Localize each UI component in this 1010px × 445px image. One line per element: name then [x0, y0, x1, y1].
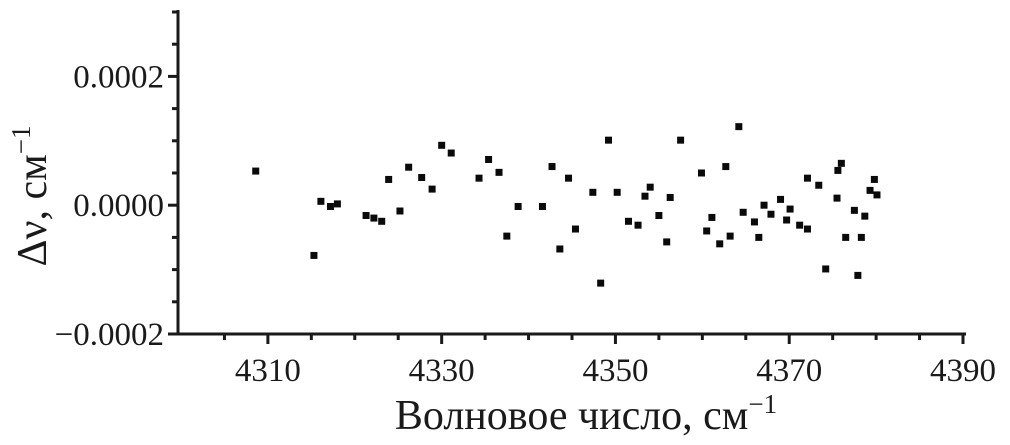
data-point-marker — [571, 225, 579, 233]
data-point-marker — [548, 163, 556, 171]
data-point-marker — [722, 163, 730, 171]
data-point-marker — [385, 175, 393, 183]
data-point-marker — [613, 188, 621, 196]
data-point-marker — [503, 232, 511, 240]
data-point-marker — [857, 233, 865, 241]
data-point-marker — [786, 205, 794, 213]
data-point-marker — [760, 201, 768, 209]
data-point-marker — [538, 202, 546, 210]
data-point-marker — [755, 233, 763, 241]
data-point-marker — [362, 212, 370, 220]
data-point-marker — [842, 233, 850, 241]
data-point-marker — [866, 186, 874, 194]
data-point-marker — [597, 279, 605, 287]
y-axis-label-superscript: −1 — [6, 126, 36, 155]
data-point-marker — [418, 174, 426, 182]
data-point-marker — [514, 202, 522, 210]
x-tick-label: 4350 — [582, 353, 648, 389]
data-point-marker — [333, 200, 341, 208]
data-point-marker — [495, 168, 503, 176]
x-axis-label: Волновое число, см−1 — [395, 389, 777, 439]
data-point-marker — [485, 155, 493, 163]
data-point-marker — [870, 175, 878, 183]
data-point-marker — [677, 136, 685, 144]
data-point-marker — [716, 240, 724, 248]
data-point-marker — [666, 193, 674, 201]
data-point-marker — [447, 149, 455, 157]
y-tick-label: 0.0000 — [73, 188, 164, 224]
x-tick-label: 4310 — [235, 353, 301, 389]
data-point-marker — [837, 159, 845, 167]
data-point-marker — [803, 225, 811, 233]
data-point-marker — [370, 214, 378, 222]
x-tick-label: 4370 — [756, 353, 822, 389]
y-axis-label: Δν, см−1 — [6, 126, 56, 267]
data-point-marker — [317, 197, 325, 205]
data-point-marker — [396, 207, 404, 215]
data-point-marker — [326, 202, 334, 210]
data-point-marker — [556, 245, 564, 253]
data-point-marker — [565, 174, 573, 182]
data-point-marker — [783, 216, 791, 224]
data-point-marker — [767, 210, 775, 218]
data-point-marker — [803, 174, 811, 182]
data-point-marker — [697, 169, 705, 177]
data-point-marker — [726, 232, 734, 240]
data-point-marker — [624, 217, 632, 225]
data-point-marker — [703, 227, 711, 235]
data-point-marker — [822, 265, 830, 273]
data-point-marker — [834, 166, 842, 174]
data-point-marker — [604, 136, 612, 144]
data-point-marker — [735, 123, 743, 131]
data-point-marker — [475, 174, 483, 182]
data-point-marker — [310, 251, 318, 259]
data-point-marker — [750, 218, 758, 226]
data-point-marker — [777, 195, 785, 203]
data-point-marker — [655, 212, 663, 220]
data-point-marker — [438, 141, 446, 149]
data-point-marker — [796, 221, 804, 229]
y-tick-label: 0.0002 — [73, 59, 164, 95]
data-point-marker — [708, 213, 716, 221]
data-point-marker — [873, 191, 881, 199]
data-point-marker — [833, 194, 841, 202]
y-tick-label: −0.0002 — [55, 317, 164, 353]
data-point-marker — [861, 212, 869, 220]
data-point-marker — [405, 163, 413, 171]
data-point-marker — [815, 181, 823, 189]
data-point-marker — [378, 217, 386, 225]
data-point-marker — [634, 221, 642, 229]
data-point-marker — [739, 208, 747, 216]
data-point-marker — [663, 238, 671, 246]
x-tick-label: 4330 — [409, 353, 475, 389]
data-point-marker — [428, 185, 436, 193]
data-point-marker — [850, 206, 858, 214]
data-point-marker — [854, 271, 862, 279]
x-axis-label-superscript: −1 — [748, 389, 777, 419]
data-point-marker — [252, 167, 260, 175]
data-point-marker — [589, 188, 597, 196]
data-point-marker — [641, 192, 649, 200]
data-point-marker — [646, 183, 654, 191]
x-tick-label: 4390 — [930, 353, 996, 389]
